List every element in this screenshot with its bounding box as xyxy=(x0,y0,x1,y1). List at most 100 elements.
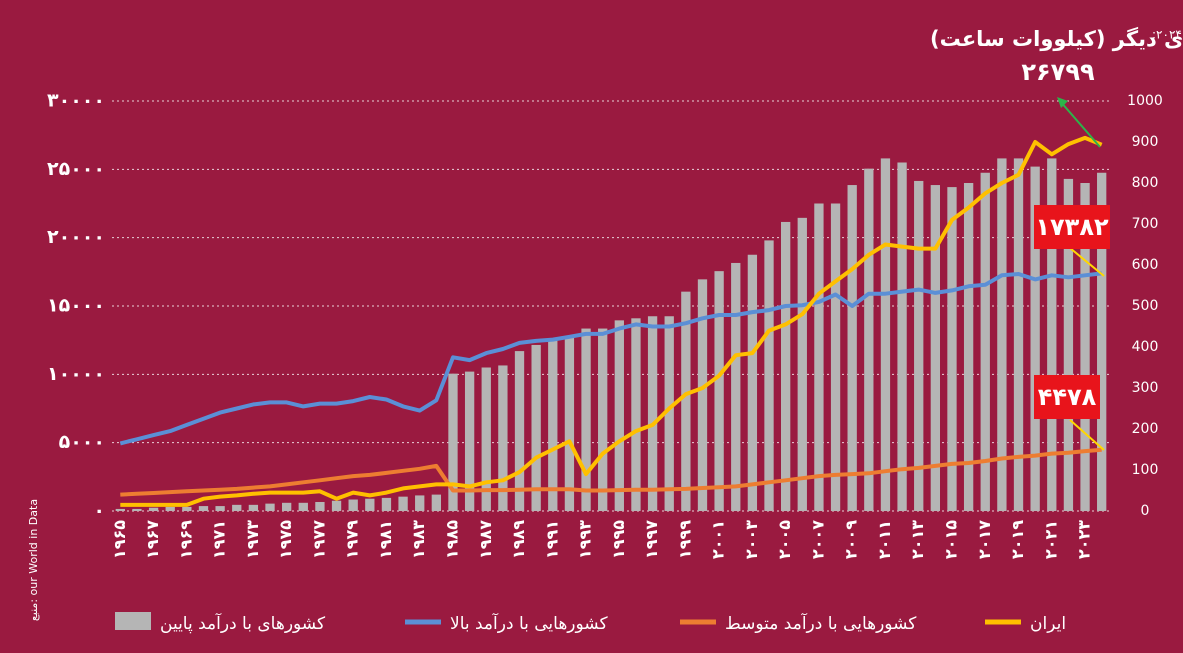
y2-tick-label: 0 xyxy=(1141,503,1150,519)
x-tick-label: ۲۰۰۷ xyxy=(808,520,827,559)
x-tick-label: ۱۹۸۹ xyxy=(509,520,528,559)
y2-tick-label: 300 xyxy=(1132,380,1159,396)
bar xyxy=(498,365,508,511)
bar xyxy=(315,501,325,511)
bar xyxy=(647,316,658,511)
bar xyxy=(115,508,125,511)
bar xyxy=(614,320,624,511)
bar xyxy=(331,500,342,511)
bar xyxy=(348,499,358,511)
bar xyxy=(232,504,242,511)
bar xyxy=(514,351,525,511)
bar xyxy=(830,203,841,511)
bar xyxy=(714,271,724,511)
bar xyxy=(814,203,824,511)
y2-tick-label: 400 xyxy=(1132,339,1159,355)
x-tick-label: ۲۰۰۵ xyxy=(775,520,794,559)
bar xyxy=(631,318,641,511)
bar xyxy=(548,340,558,511)
y-tick-label: ۱۰۰۰۰ xyxy=(47,363,105,385)
x-tick-label: ۱۹۷۱ xyxy=(210,520,229,559)
y2-tick-label: 600 xyxy=(1132,257,1159,273)
y-tick-label: ۰ xyxy=(93,500,105,522)
x-tick-label: ۱۹۷۷ xyxy=(309,520,328,559)
bar xyxy=(198,506,209,511)
bar xyxy=(298,502,308,511)
source: منبع: our World in Data xyxy=(27,499,40,621)
x-tick-label: ۱۹۶۹ xyxy=(176,520,195,559)
y-tick-label: ۱۵۰۰۰ xyxy=(47,295,105,317)
y2-tick-label: 500 xyxy=(1132,298,1159,314)
x-tick-label: ۱۹۸۳ xyxy=(409,520,428,559)
bar xyxy=(531,344,541,511)
line xyxy=(120,447,1102,497)
x-tick-label: ۱۹۹۹ xyxy=(675,520,694,559)
bar xyxy=(747,254,758,511)
bar xyxy=(182,506,192,511)
legend-label: کشورهایی با درآمد متوسط xyxy=(725,612,917,634)
x-tick-label: ۱۹۸۱ xyxy=(376,520,395,559)
legend-label: کشورهای با درآمد پایین xyxy=(160,612,326,634)
bar xyxy=(1063,178,1074,511)
x-tick-label: ۲۰۰۱ xyxy=(709,520,728,559)
plot-area: ۰ ۵۰۰۰ ۱۰۰۰۰ ۱۵۰۰۰ ۲۰۰۰۰ ۲۵۰۰۰ ۳۰۰۰۰ 0 100 200 300… xyxy=(47,90,1163,635)
bar xyxy=(564,336,575,511)
line xyxy=(119,271,1102,446)
bar xyxy=(1013,158,1024,511)
x-tick-label: ۲۰۲۱ xyxy=(1041,520,1060,559)
line xyxy=(120,135,1103,507)
y2-tick-label: 100 xyxy=(1132,462,1159,478)
bar xyxy=(165,506,175,511)
bar xyxy=(148,507,159,511)
x-tick-label: ۱۹۷۳ xyxy=(243,520,262,559)
legend-label: کشورهایی با درآمد بالا xyxy=(450,612,608,634)
x-tick-label: ۲۰۰۳ xyxy=(742,520,761,559)
bar xyxy=(947,187,957,511)
y2-tick-label: 700 xyxy=(1132,216,1159,232)
bar xyxy=(215,506,225,511)
x-tick-label: ۱۹۹۱ xyxy=(542,520,561,559)
bar xyxy=(581,328,591,511)
bar xyxy=(265,503,275,511)
x-tick-label: ۲۰۲۳ xyxy=(1075,520,1094,559)
bar xyxy=(914,180,924,511)
bar xyxy=(381,497,392,511)
x-tick-label: ۱۹۷۹ xyxy=(343,520,362,559)
x-tick-label: ۲۰۱۷ xyxy=(975,520,994,559)
callout-line xyxy=(1069,247,1105,277)
annotation: ۲۶۷۹۹ xyxy=(1021,58,1095,86)
bar xyxy=(997,158,1007,511)
bar xyxy=(1080,183,1090,511)
arrow-head xyxy=(1057,97,1068,108)
y2-tick-label: 900 xyxy=(1132,134,1159,150)
y-tick-label: ۲۰۰۰۰ xyxy=(47,226,105,248)
x-tick-label: ۲۰۱۱ xyxy=(875,520,894,559)
bar xyxy=(1097,172,1107,511)
y2-tick-label: 200 xyxy=(1132,421,1159,437)
y2-tick-label: 800 xyxy=(1132,175,1159,191)
bar xyxy=(880,158,891,511)
x-tick-label: ۱۹۹۵ xyxy=(609,520,628,559)
x-tick-label: ۲۰۱۵ xyxy=(941,520,960,559)
x-tick-label: ۱۹۹۳ xyxy=(576,520,595,559)
y-tick-label: ۲۵۰۰۰ xyxy=(47,158,105,180)
y-tick-label: ۳۰۰۰۰ xyxy=(47,90,105,112)
x-tick-label: ۲۰۰۹ xyxy=(842,520,861,559)
legend-swatch xyxy=(115,612,151,630)
bar xyxy=(1030,166,1040,511)
x-tick-label: ۱۹۸۵ xyxy=(442,520,461,559)
bar xyxy=(281,502,292,511)
bar xyxy=(797,217,807,511)
bar xyxy=(980,172,990,511)
bar xyxy=(897,162,907,511)
annotation: ۱۷۳۸۲ xyxy=(1035,213,1109,241)
bar xyxy=(415,495,425,511)
note: مصرف سرانه ایران در ۲۰۲۴: xyxy=(1152,28,1183,43)
x-tick-label: ۱۹۶۵ xyxy=(110,520,129,559)
y-tick-label: ۵۰۰۰ xyxy=(59,431,105,453)
bar xyxy=(1047,158,1057,511)
bar xyxy=(731,262,741,511)
bar xyxy=(365,498,375,511)
chart-title: سرانه مصرف گاز ایران در مقایسه با کشورها… xyxy=(930,26,1183,51)
